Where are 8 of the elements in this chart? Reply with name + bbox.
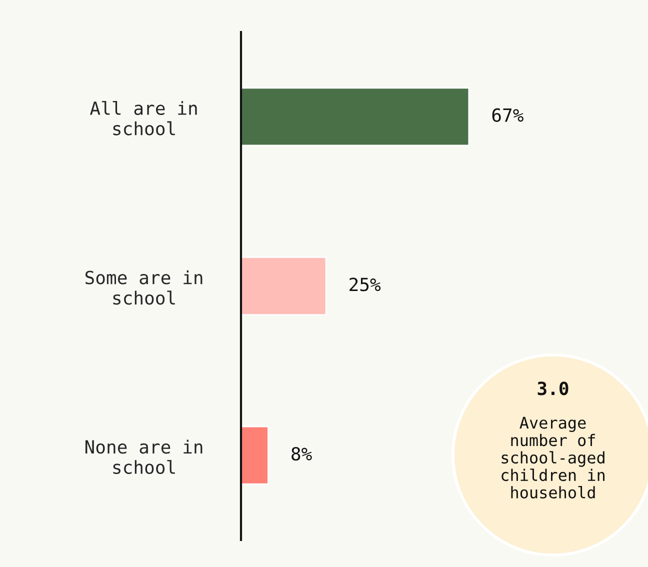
y-tick-label: None are in school — [85, 440, 202, 474]
data-label: 25% — [350, 278, 381, 292]
data-label: 8% — [292, 446, 312, 461]
y-tick-label: Some are in school — [85, 270, 202, 305]
text: Average number of school-aged children in household — [502, 416, 604, 498]
data-label: 67% — [492, 108, 524, 122]
text: 3.0 — [538, 382, 568, 396]
y-tick-label: All are in school — [90, 100, 197, 136]
